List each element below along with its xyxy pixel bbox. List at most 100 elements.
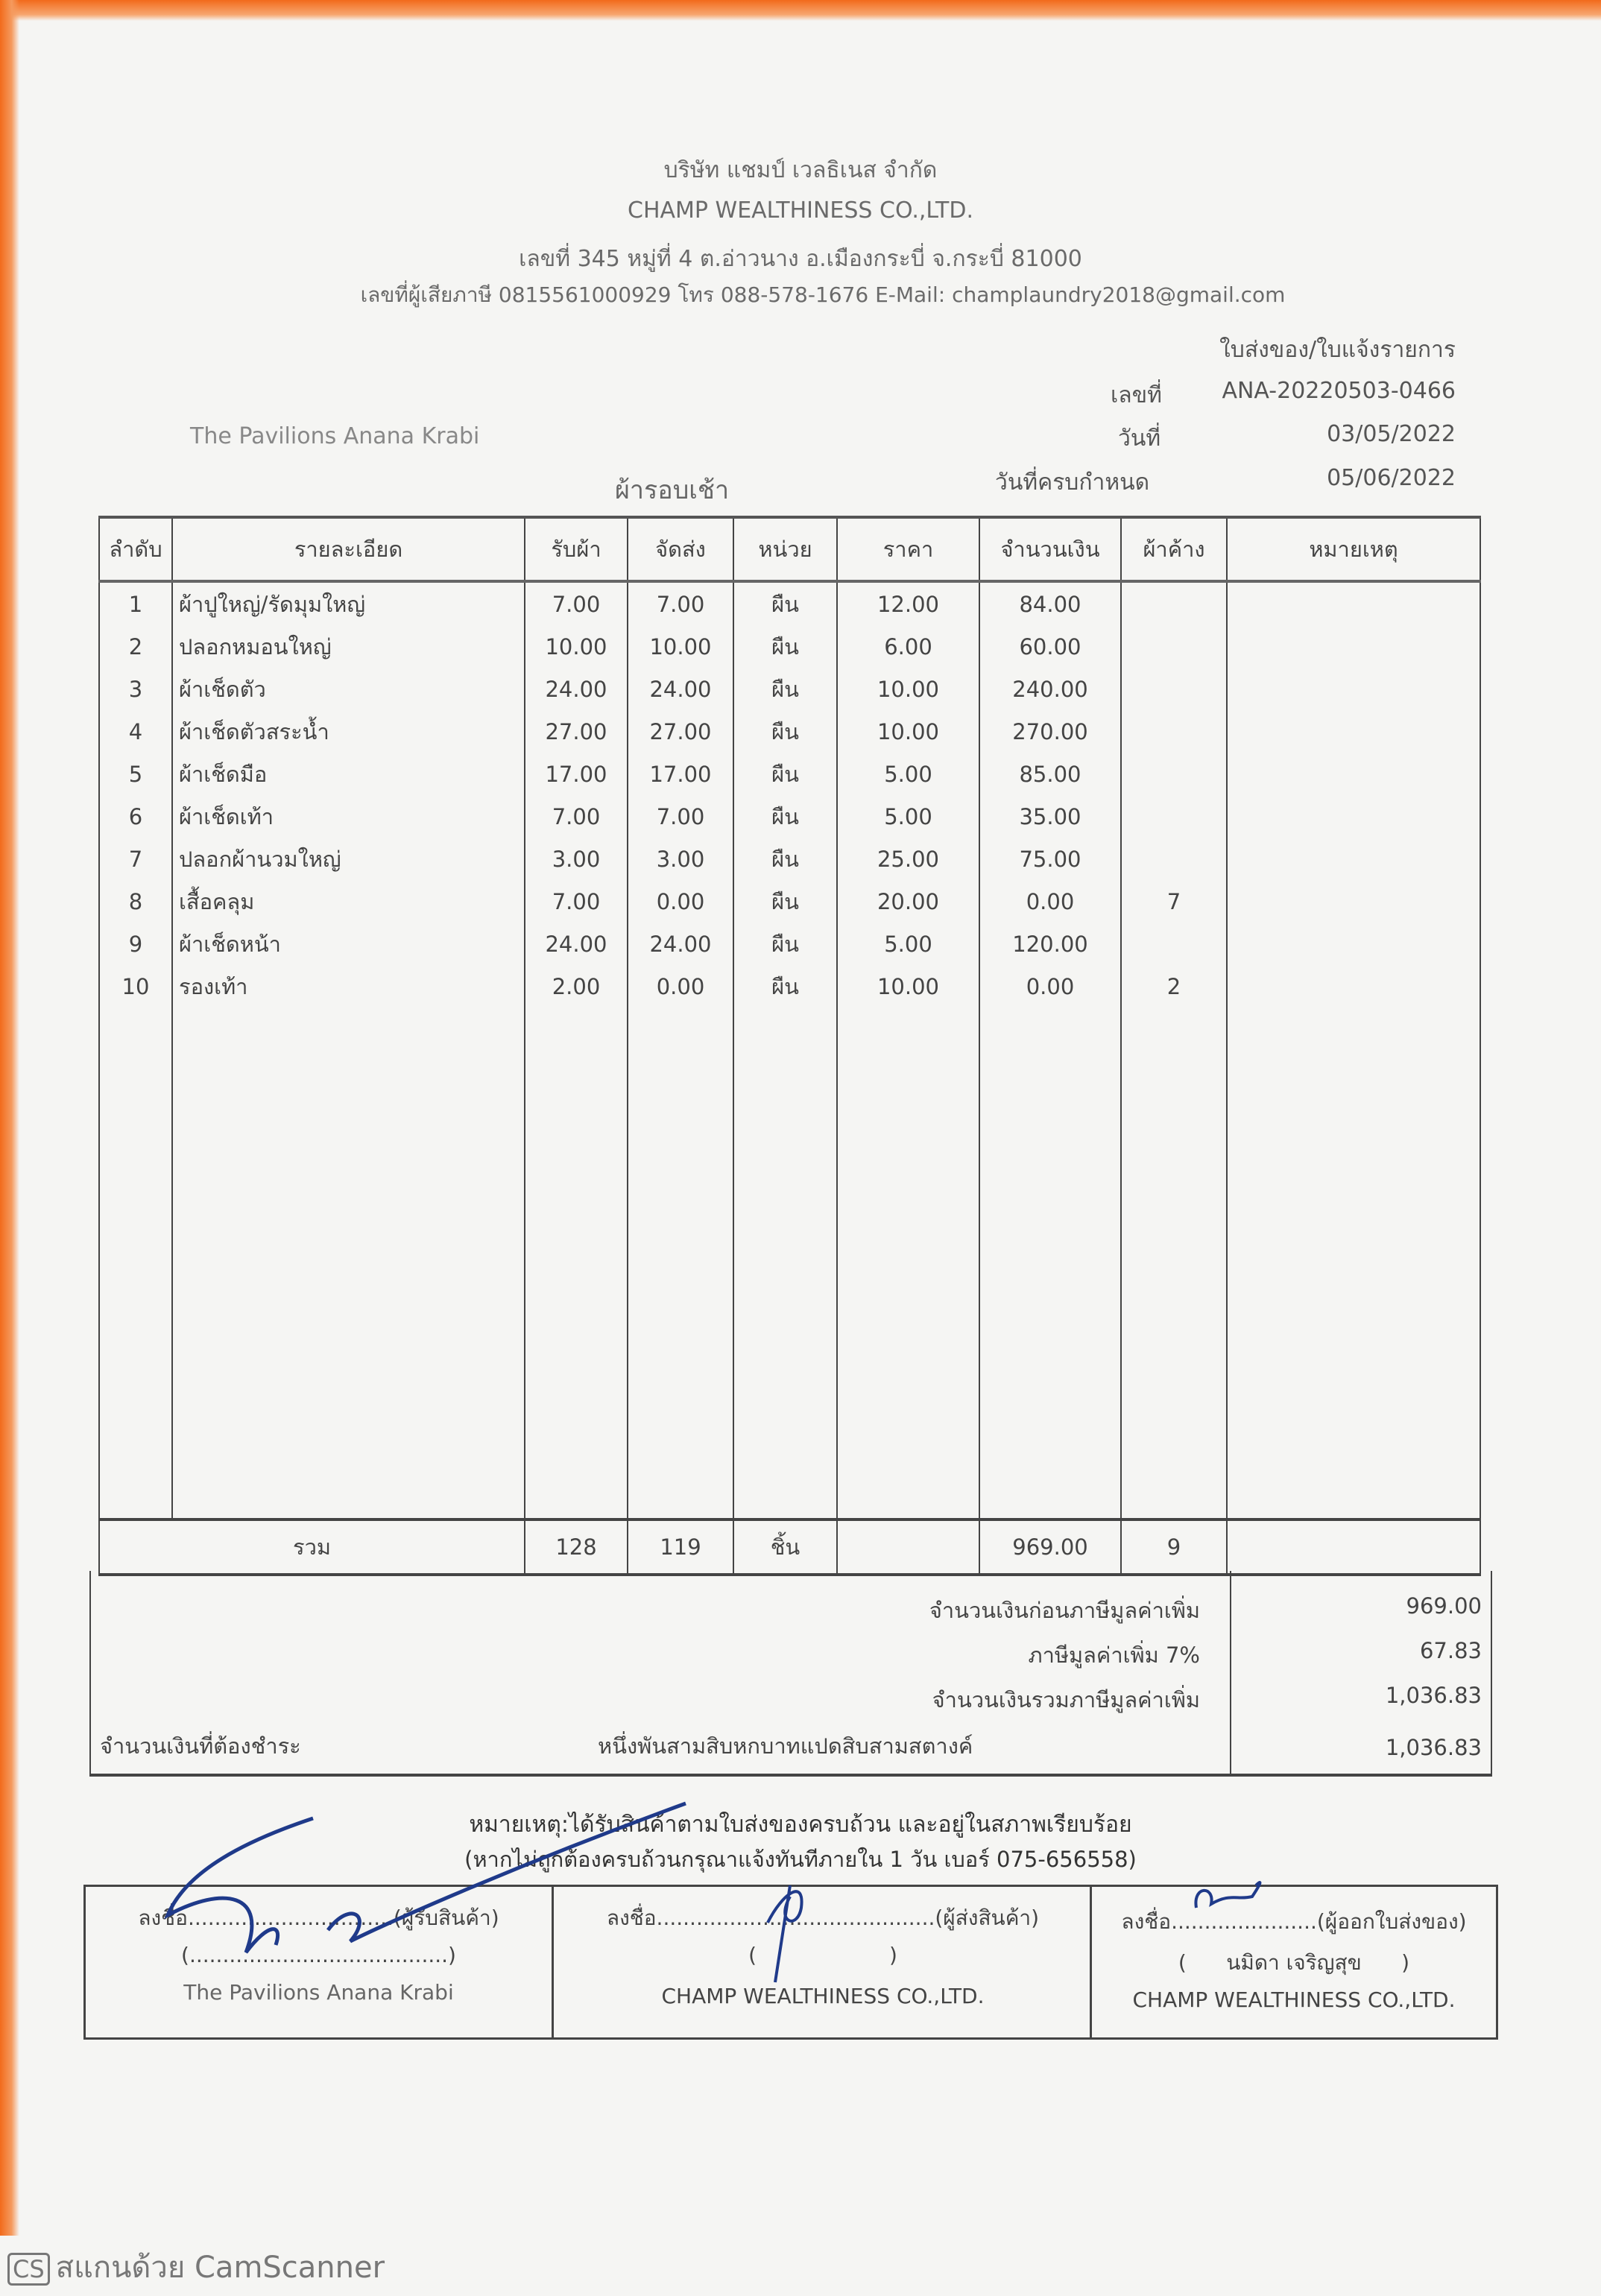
doc-number-label: เลขที่ xyxy=(1111,382,1162,408)
table-cell: 27.00 xyxy=(524,710,628,753)
column-header: จัดส่ง xyxy=(627,516,734,583)
table-cell: รองเท้า xyxy=(171,965,525,1008)
issuer-signature: ลงชื่อ......................(ผู้ออกใบส่ง… xyxy=(1090,1887,1496,2037)
column-header: รายละเอียด xyxy=(171,516,525,583)
company-name-en: CHAMP WEALTHINESS CO.,LTD. xyxy=(628,197,973,224)
camscanner-logo: CS xyxy=(7,2253,50,2286)
payable-label: จำนวนเงินที่ต้องชำระ xyxy=(100,1733,301,1759)
vat-amount: 67.83 xyxy=(1419,1638,1482,1663)
table-cell: 7.00 xyxy=(627,581,734,625)
scan-edge-left xyxy=(0,0,19,2236)
table-cell: 1 xyxy=(98,581,173,625)
table-cell: 2 xyxy=(98,625,173,668)
table-cell xyxy=(1226,668,1481,710)
table-cell: 85.00 xyxy=(979,753,1122,795)
table-cell: 10.00 xyxy=(836,668,980,710)
total-vat-label: จำนวนเงินรวมภาษีมูลค่าเพิ่ม xyxy=(932,1687,1200,1712)
table-cell: 84.00 xyxy=(979,581,1122,625)
note-line-2: (หากไม่ถูกต้องครบถ้วนกรุณาแจ้งทันทีภายใน… xyxy=(464,1847,1137,1872)
table-cell: 60.00 xyxy=(979,625,1122,668)
table-cell: ผืน xyxy=(733,838,838,880)
table-row: 3 ผ้าเช็ดตัว 24.00 24.00 ผืน 10.00 240.00 xyxy=(98,668,1481,710)
table-cell: 7.00 xyxy=(627,795,734,838)
total-pending: 9 xyxy=(1120,1518,1228,1576)
table-cell: ผืน xyxy=(733,795,838,838)
table-row: 4 ผ้าเช็ดตัวสระน้ำ 27.00 27.00 ผืน 10.00 270.0… xyxy=(98,710,1481,753)
table-cell xyxy=(1120,753,1228,795)
table-cell: 24.00 xyxy=(627,668,734,710)
table-cell xyxy=(1226,795,1481,838)
table-cell xyxy=(1120,923,1228,965)
table-cell: 24.00 xyxy=(524,668,628,710)
column-header: จำนวนเงิน xyxy=(979,516,1122,583)
table-cell: ผืน xyxy=(733,753,838,795)
table-cell: 270.00 xyxy=(979,710,1122,753)
table-cell: 3.00 xyxy=(627,838,734,880)
table-cell: ผ้าเช็ดเท้า xyxy=(171,795,525,838)
empty-cell xyxy=(98,1008,173,1519)
table-cell xyxy=(1226,965,1481,1008)
table-cell: 10 xyxy=(98,965,173,1008)
empty-cell xyxy=(524,1008,628,1519)
pre-vat-label: จำนวนเงินก่อนภาษีมูลค่าเพิ่ม xyxy=(929,1598,1200,1623)
table-cell: ผ้าเช็ดตัว xyxy=(171,668,525,710)
table-cell: ผืน xyxy=(733,923,838,965)
total-row: รวม 128 119 ชิ้น 969.00 9 xyxy=(98,1518,1481,1576)
table-cell: 0.00 xyxy=(979,965,1122,1008)
receiver-signature-scribble xyxy=(163,1801,686,1954)
table-cell: 2.00 xyxy=(524,965,628,1008)
table-cell: 9 xyxy=(98,923,173,965)
payable-words: หนึ่งพันสามสิบหกบาทแปดสิบสามสตางค์ xyxy=(598,1733,973,1759)
table-cell xyxy=(1120,710,1228,753)
table-cell: 10.00 xyxy=(627,625,734,668)
table-cell: 0.00 xyxy=(627,880,734,923)
due-date-label: วันที่ครบกำหนด xyxy=(995,469,1150,496)
table-cell: ผืน xyxy=(733,668,838,710)
table-cell: ผ้าเช็ดหน้า xyxy=(171,923,525,965)
handwritten-signatures xyxy=(163,1801,1262,1983)
table-cell: 0.00 xyxy=(627,965,734,1008)
table-cell: ผืน xyxy=(733,965,838,1008)
table-cell: ผืน xyxy=(733,581,838,625)
table-cell xyxy=(1226,880,1481,923)
table-cell: 24.00 xyxy=(524,923,628,965)
table-cell: 5 xyxy=(98,753,173,795)
signature-box: ลงชื่อ...............................(ผู… xyxy=(83,1885,1498,2040)
doc-number: ANA-20220503-0466 xyxy=(1222,378,1456,404)
table-row: 8 เสื้อคลุม 7.00 0.00 ผืน 20.00 0.00 7 xyxy=(98,880,1481,923)
signature-line: ลงชื่อ...............................(ผู… xyxy=(138,1906,499,1930)
signature-org: The Pavilions Anana Krabi xyxy=(183,1980,454,2005)
table-cell: ผ้าเช็ดตัวสระน้ำ xyxy=(171,710,525,753)
column-header: ลำดับ xyxy=(98,516,173,583)
signature-line: ลงชื่อ..................................… xyxy=(606,1906,1040,1930)
table-cell xyxy=(1120,795,1228,838)
table-cell: 7.00 xyxy=(524,795,628,838)
table-cell: 4 xyxy=(98,710,173,753)
table-cell: 0.00 xyxy=(979,880,1122,923)
table-row: 7 ปลอกผ้านวมใหญ่ 3.00 3.00 ผืน 25.00 75.00 xyxy=(98,838,1481,880)
camscanner-text: สแกนด้วย CamScanner xyxy=(55,2251,385,2285)
table-cell: 7 xyxy=(98,838,173,880)
empty-cell xyxy=(836,1008,980,1519)
signature-org: CHAMP WEALTHINESS CO.,LTD. xyxy=(661,1984,985,2008)
table-cell: 2 xyxy=(1120,965,1228,1008)
empty-cell xyxy=(171,1008,525,1519)
table-empty-space xyxy=(98,1008,1481,1519)
receiver-signature: ลงชื่อ...............................(ผู… xyxy=(86,1887,552,2037)
signature-org: CHAMP WEALTHINESS CO.,LTD. xyxy=(1132,1987,1456,2012)
column-header: ผ้าค้าง xyxy=(1120,516,1228,583)
doc-title: ใบส่งของ/ใบแจ้งรายการ xyxy=(1219,337,1456,363)
signature-name: ( นมิดา เจริญสุข ) xyxy=(1178,1950,1410,1975)
company-address: เลขที่ 345 หมู่ที่ 4 ต.อ่าวนาง อ.เมืองกร… xyxy=(519,246,1082,272)
scan-edge-top xyxy=(0,0,1601,21)
signature-name: (.......................................… xyxy=(181,1943,456,1967)
table-cell: 5.00 xyxy=(836,753,980,795)
pre-vat-amount: 969.00 xyxy=(1406,1593,1482,1619)
note-line-1: หมายเหตุ:ได้รับสินค้าตามใบส่งของครบถ้วน … xyxy=(469,1812,1132,1838)
table-cell xyxy=(1120,581,1228,625)
table-cell: ผืน xyxy=(733,880,838,923)
sender-signature: ลงชื่อ..................................… xyxy=(552,1887,1092,2037)
table-cell: 6 xyxy=(98,795,173,838)
table-cell: 120.00 xyxy=(979,923,1122,965)
table-cell xyxy=(1226,581,1481,625)
